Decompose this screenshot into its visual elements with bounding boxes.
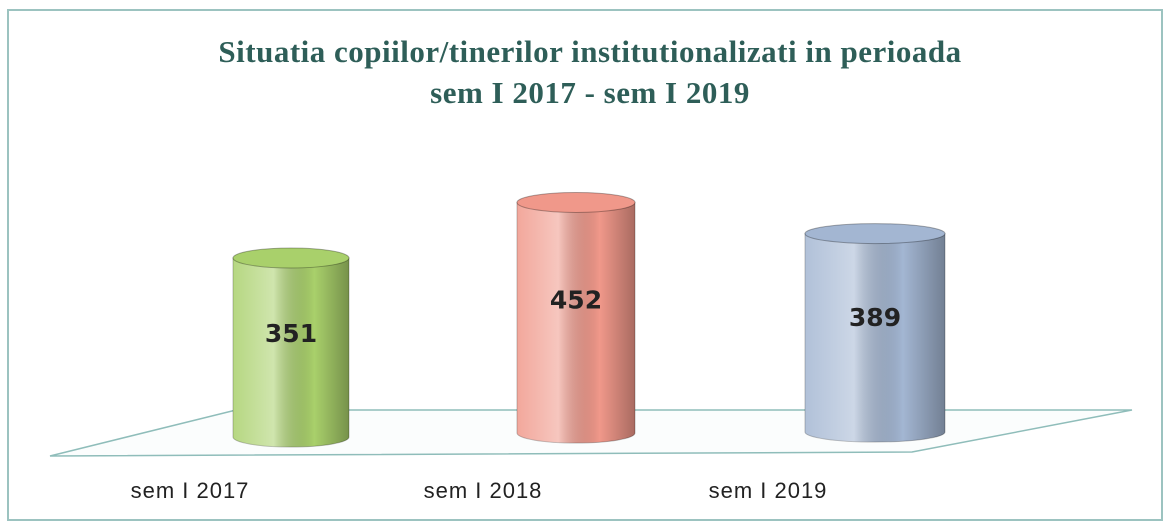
chart-border	[7, 9, 1163, 521]
data-label: 389	[849, 303, 901, 332]
bar-top	[516, 191, 636, 213]
x-tick-label: sem I 2019	[709, 478, 828, 503]
data-label: 351	[265, 319, 317, 348]
bar-shading	[233, 257, 349, 447]
bar-top	[232, 247, 350, 269]
bar-shading	[805, 233, 945, 442]
data-label: 452	[550, 285, 602, 314]
x-tick-label: sem I 2017	[131, 478, 250, 503]
bar-shading	[517, 202, 635, 443]
bar-top	[804, 223, 946, 245]
chart-title: Situatia copiilor/tinerilor institutiona…	[218, 34, 961, 69]
x-tick-label: sem I 2018	[424, 478, 543, 503]
chart-title: sem I 2017 - sem I 2019	[430, 75, 750, 110]
